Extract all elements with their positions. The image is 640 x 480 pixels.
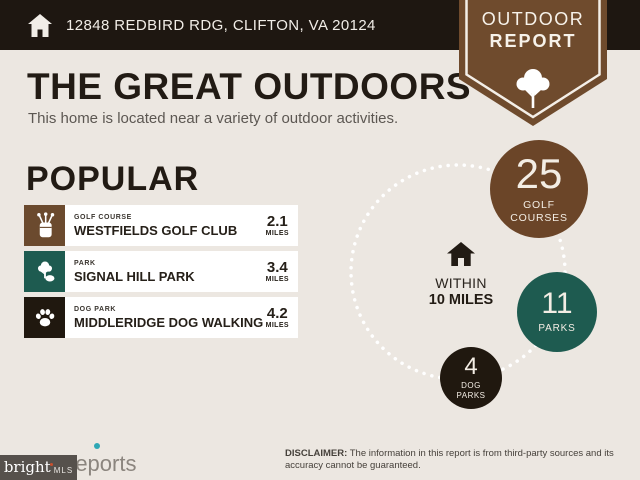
radius-center-label: WITHIN 10 MILES bbox=[411, 241, 511, 308]
logo-wordmark: bright bbox=[3, 458, 53, 476]
badge-ribbon-shape bbox=[459, 0, 607, 126]
badge-line2: REPORT bbox=[489, 31, 577, 51]
bubble-parks: 11 PARKS bbox=[517, 272, 597, 352]
distance-unit: MILES bbox=[265, 322, 289, 329]
item-distance: 4.2 MILES bbox=[266, 306, 289, 329]
list-item-card: GOLF COURSE WESTFIELDS GOLF CLUB 2.1 MIL… bbox=[65, 205, 298, 246]
bubble-golf-courses: 25 GOLF COURSES bbox=[490, 140, 588, 238]
logo-mls-text: MLS bbox=[53, 465, 74, 475]
disclaimer-text: DISCLAIMER: The information in this repo… bbox=[285, 448, 625, 473]
property-address: 12848 REDBIRD RDG, CLIFTON, VA 20124 bbox=[66, 16, 376, 34]
list-item-card: PARK SIGNAL HILL PARK 3.4 MILES bbox=[65, 251, 298, 292]
park-tree-icon bbox=[24, 251, 65, 292]
item-name: SIGNAL HILL PARK bbox=[74, 268, 195, 284]
popular-heading: POPULAR bbox=[26, 160, 200, 198]
item-distance: 2.1 MILES bbox=[266, 214, 289, 237]
bright-mls-logo: bright MLS bbox=[0, 455, 77, 480]
distance-value: 2.1 bbox=[266, 213, 288, 230]
within-miles: 10 MILES bbox=[428, 292, 494, 308]
item-name: MIDDLERIDGE DOG WALKING bbox=[74, 314, 264, 330]
bubble-label: GOLF COURSES bbox=[510, 198, 568, 224]
disclaimer-body: The information in this report is from t… bbox=[285, 448, 614, 472]
badge-line1: OUTDOOR bbox=[481, 9, 585, 29]
teal-dot-icon bbox=[94, 443, 100, 449]
tree-icon bbox=[516, 69, 550, 108]
outdoor-report-badge: OUTDOOR REPORT bbox=[459, 0, 607, 127]
golf-bag-icon bbox=[24, 205, 65, 246]
list-item-golf-course: GOLF COURSE WESTFIELDS GOLF CLUB 2.1 MIL… bbox=[24, 205, 298, 246]
bubble-value: 11 bbox=[541, 286, 573, 320]
list-item-card: DOG PARK MIDDLERIDGE DOG WALKING 4.2 MIL… bbox=[65, 297, 298, 338]
disclaimer-label: DISCLAIMER: bbox=[285, 448, 348, 459]
item-category: PARK bbox=[74, 259, 96, 267]
distance-unit: MILES bbox=[265, 230, 289, 237]
item-category: GOLF COURSE bbox=[74, 213, 132, 221]
item-name: WESTFIELDS GOLF CLUB bbox=[74, 222, 238, 238]
within-label: WITHIN bbox=[435, 275, 487, 291]
paw-icon bbox=[24, 297, 65, 338]
item-distance: 3.4 MILES bbox=[266, 260, 289, 283]
item-category: DOG PARK bbox=[74, 305, 117, 313]
bubble-dog-parks: 4 DOG PARKS bbox=[440, 347, 502, 409]
badge-text: OUTDOOR REPORT bbox=[459, 9, 607, 52]
distance-value: 3.4 bbox=[266, 259, 288, 276]
bubble-value: 4 bbox=[464, 353, 478, 380]
house-icon bbox=[445, 241, 477, 272]
list-item-park: PARK SIGNAL HILL PARK 3.4 MILES bbox=[24, 251, 298, 292]
orange-dot-icon bbox=[49, 463, 53, 466]
reports-watermark-text: reports bbox=[68, 451, 137, 476]
popular-list: GOLF COURSE WESTFIELDS GOLF CLUB 2.1 MIL… bbox=[24, 205, 298, 343]
page-title: THE GREAT OUTDOORS bbox=[27, 66, 472, 107]
bubble-label: PARKS bbox=[538, 322, 576, 334]
page-subtitle: This home is located near a variety of o… bbox=[28, 110, 399, 127]
home-icon bbox=[27, 13, 53, 38]
distance-unit: MILES bbox=[265, 276, 289, 283]
list-item-dog-park: DOG PARK MIDDLERIDGE DOG WALKING 4.2 MIL… bbox=[24, 297, 298, 338]
distance-value: 4.2 bbox=[266, 305, 288, 322]
bubble-label: DOG PARKS bbox=[456, 381, 486, 400]
bubble-value: 25 bbox=[515, 149, 563, 197]
